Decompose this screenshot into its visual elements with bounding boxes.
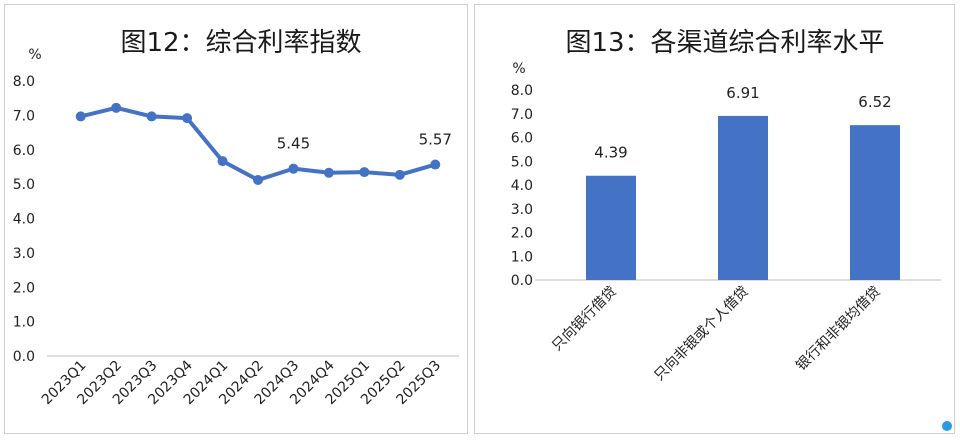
series-line (78, 105, 438, 182)
y-tick-label: 5.0 (511, 154, 533, 170)
data-label: 5.45 (277, 135, 310, 153)
y-tick-label: 4.0 (511, 178, 533, 194)
data-label: 6.52 (858, 93, 891, 111)
data-label: 5.57 (419, 131, 452, 149)
data-point-2024Q1 (217, 156, 228, 167)
y-tick-label: 4.0 (13, 212, 35, 228)
y-tick-label: 8.0 (13, 74, 35, 90)
y-tick-label: 2.0 (13, 280, 35, 296)
y-tick-label: 2.0 (511, 226, 533, 242)
y-tick-label: 3.0 (13, 246, 35, 262)
y-tick-label: 8.0 (511, 83, 533, 99)
chart-panel-composite-rate-index: 图12：综合利率指数 % 0.0 1.0 2.0 3.0 4.0 5.0 6.0 7.0 8.0… (4, 4, 468, 434)
data-point-2023Q4 (182, 113, 193, 124)
data-point-2025Q1 (359, 167, 370, 178)
y-tick-label: 5.0 (13, 177, 35, 193)
y-axis-unit: % (512, 61, 525, 77)
data-point-2024Q4 (323, 167, 334, 178)
y-tick-label: 1.0 (511, 249, 533, 265)
data-label: 6.91 (726, 84, 759, 102)
x-tick-label: 银行和非银均借贷 (793, 284, 884, 375)
bar-chart-channel-rate-levels: 图13：各渠道综合利率水平 % 0.0 1.0 2.0 3.0 4.0 5.0 6.0 7.0… (511, 28, 941, 384)
y-tick-label: 6.0 (511, 131, 533, 147)
data-point-2024Q2 (253, 175, 263, 185)
x-tick-label: 只向银行借贷 (549, 284, 620, 355)
y-tick-label: 7.0 (13, 108, 35, 124)
data-point-2025Q3 (430, 159, 441, 170)
chart-panel-channel-rate-levels: 图13：各渠道综合利率水平 % 0.0 1.0 2.0 3.0 4.0 5.0 6.0 7.0… (474, 4, 955, 434)
chart-title: 图13：各渠道综合利率水平 (565, 28, 884, 58)
y-tick-label: 1.0 (13, 315, 35, 331)
bar-银行和非银均借贷 (850, 125, 900, 281)
y-tick-label: 7.0 (511, 107, 533, 123)
y-tick-label: 6.0 (13, 143, 35, 159)
y-tick-label: 0.0 (511, 273, 533, 289)
x-tick-label: 只向非银或个人借贷 (651, 284, 751, 384)
y-tick-label: 3.0 (511, 202, 533, 218)
data-point-2025Q2 (394, 169, 405, 180)
data-point-2023Q2 (111, 102, 122, 113)
line-chart-composite-rate-index: 图12：综合利率指数 % 0.0 1.0 2.0 3.0 4.0 5.0 6.0 7.0 8.0… (13, 28, 459, 408)
data-point-2023Q1 (75, 111, 86, 122)
data-point-2024Q3 (288, 163, 299, 174)
data-label: 4.39 (594, 144, 627, 162)
y-axis-unit: % (28, 47, 41, 63)
bar-只向银行借贷 (586, 175, 636, 280)
chart-title: 图12：综合利率指数 (120, 28, 361, 58)
data-point-2023Q3 (146, 111, 157, 122)
y-tick-label: 0.0 (13, 349, 35, 365)
bar-只向非银或个人借贷 (718, 115, 768, 280)
corner-dot-icon (942, 421, 952, 431)
